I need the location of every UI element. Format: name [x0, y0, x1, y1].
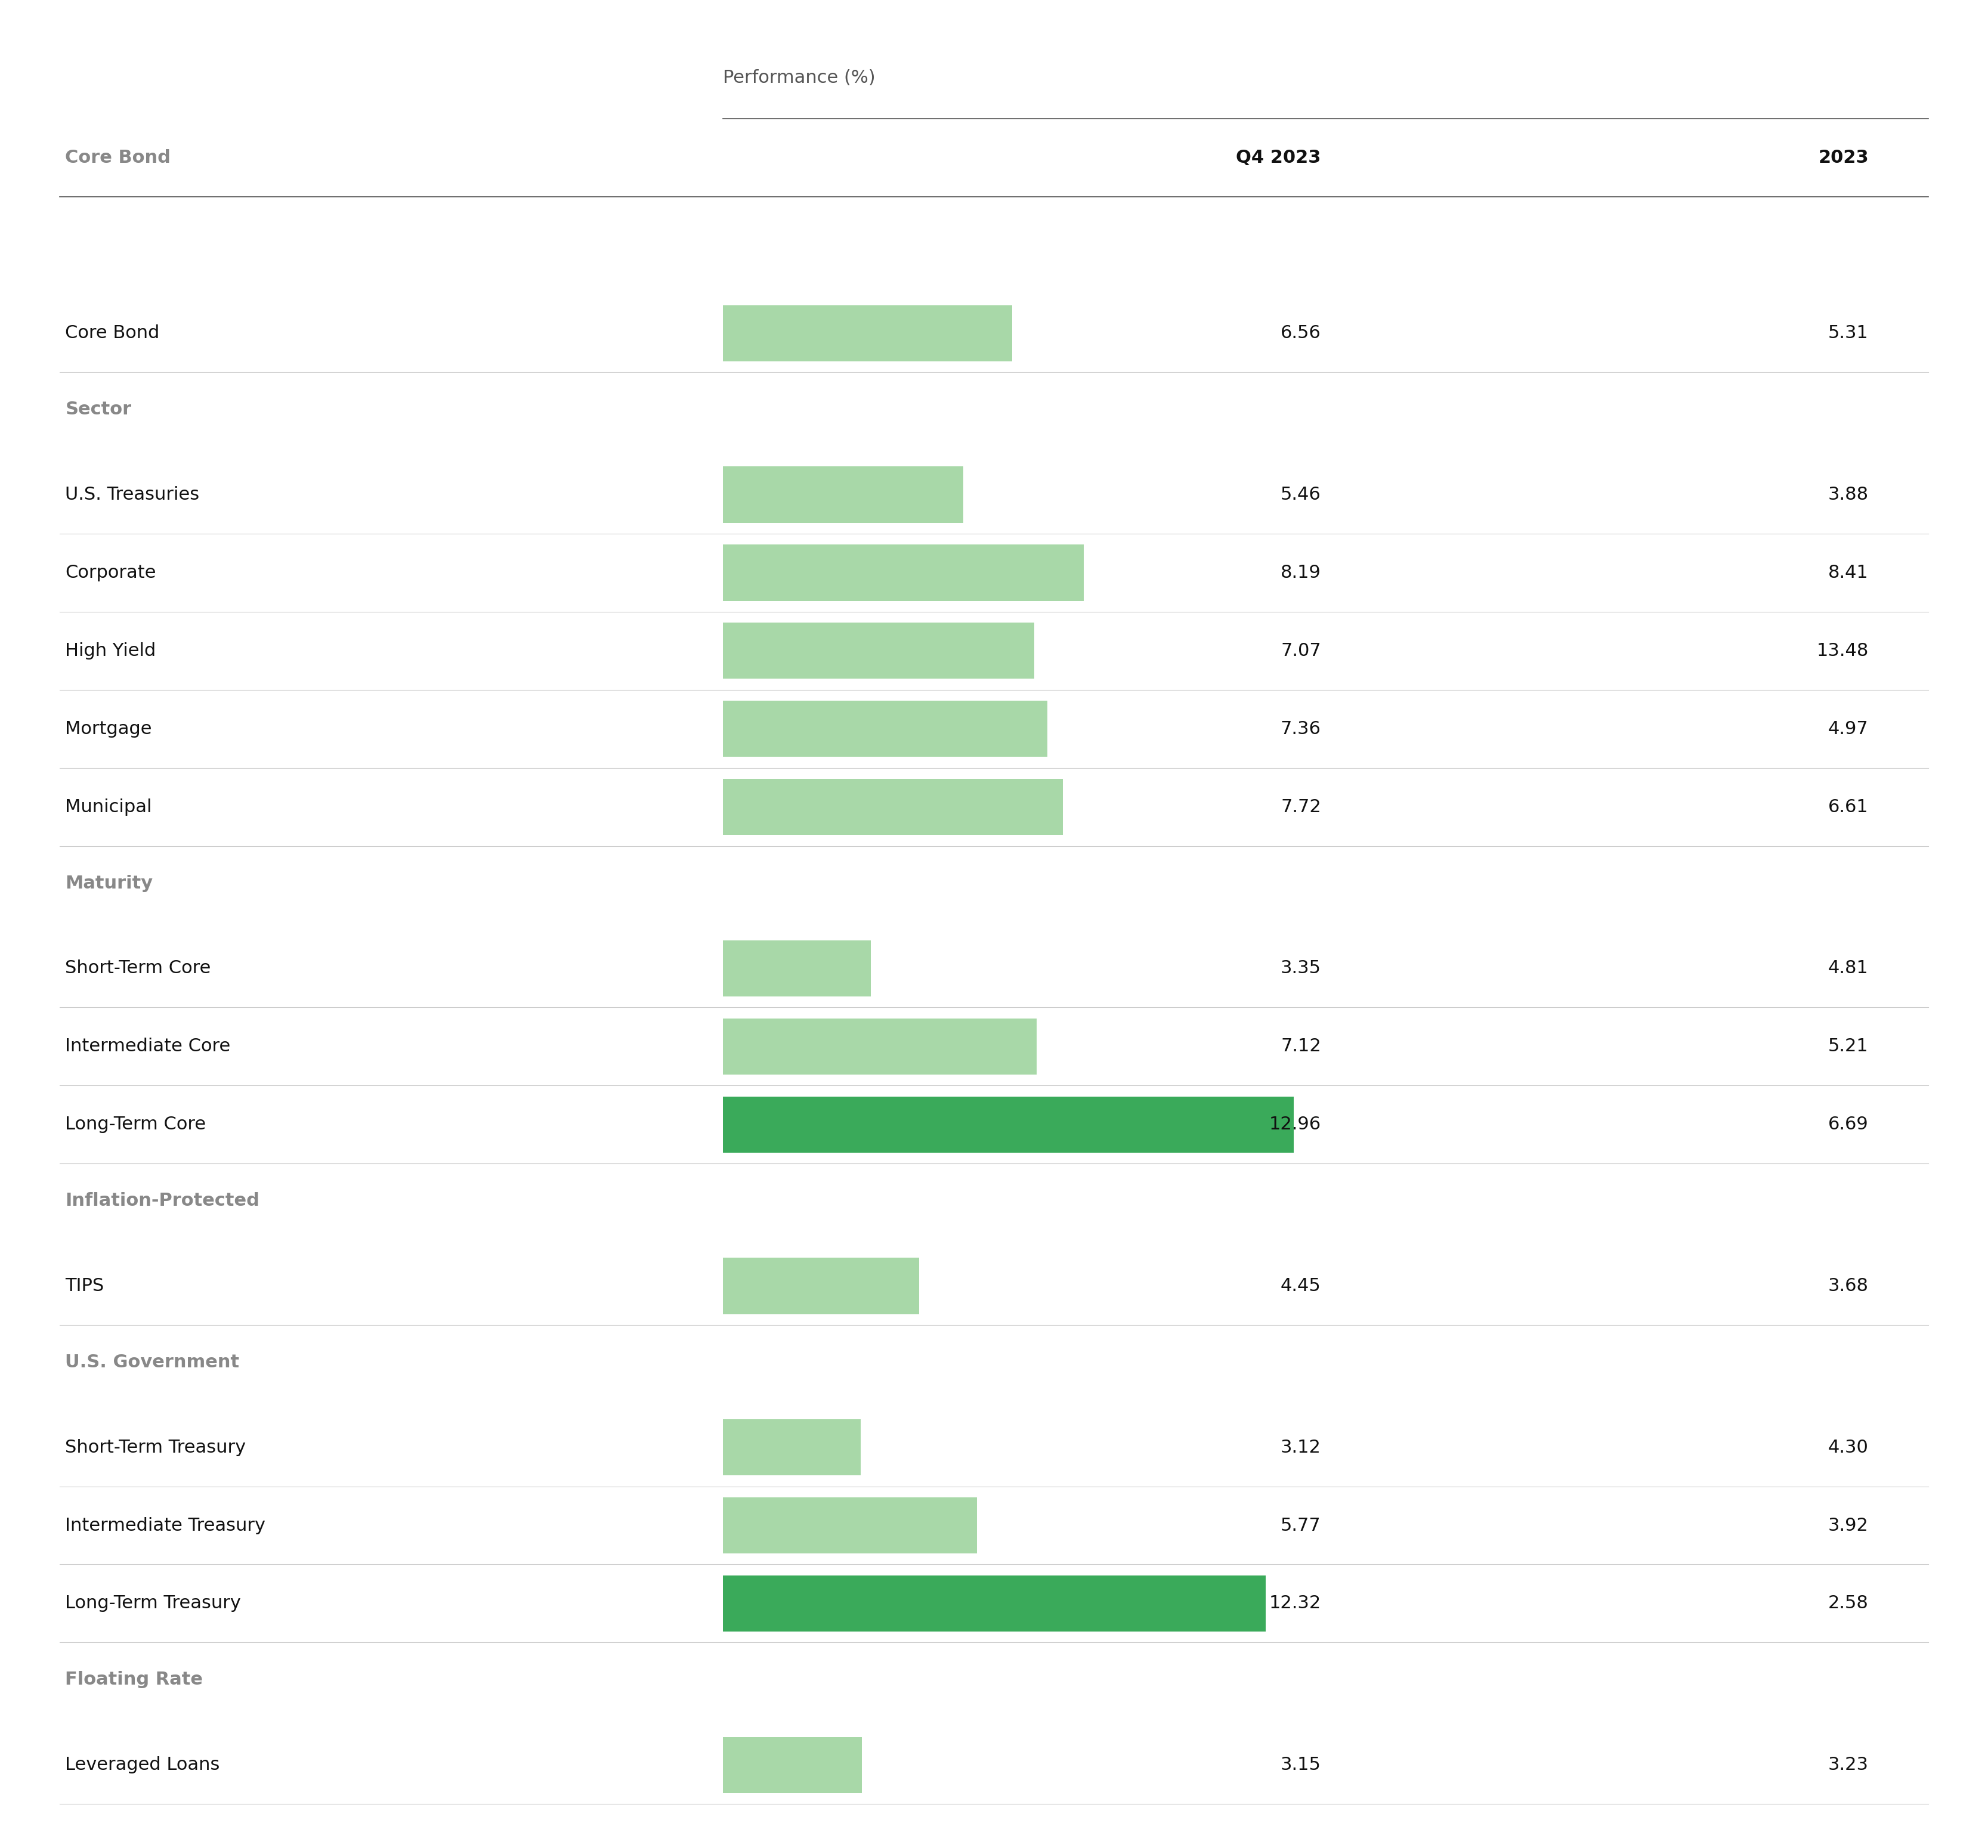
Bar	[724, 623, 1034, 678]
Text: 7.12: 7.12	[1280, 1039, 1320, 1055]
Text: 3.23: 3.23	[1829, 1756, 1869, 1774]
Text: 7.36: 7.36	[1280, 721, 1320, 737]
Text: 2.58: 2.58	[1829, 1595, 1869, 1611]
Text: 4.97: 4.97	[1829, 721, 1869, 737]
Text: 4.81: 4.81	[1829, 959, 1869, 978]
Text: Mortgage: Mortgage	[66, 721, 151, 737]
Text: U.S. Government: U.S. Government	[66, 1353, 239, 1371]
Text: 13.48: 13.48	[1817, 641, 1869, 660]
Text: 3.88: 3.88	[1827, 486, 1869, 503]
Text: 12.96: 12.96	[1268, 1116, 1320, 1133]
Bar	[724, 700, 1048, 758]
Bar	[724, 466, 964, 523]
Text: 12.32: 12.32	[1268, 1595, 1320, 1611]
Bar	[724, 1258, 918, 1314]
Text: Intermediate Treasury: Intermediate Treasury	[66, 1517, 266, 1534]
Text: Intermediate Core: Intermediate Core	[66, 1039, 231, 1055]
Text: Performance (%): Performance (%)	[724, 68, 875, 87]
Text: 6.69: 6.69	[1829, 1116, 1869, 1133]
Text: 3.68: 3.68	[1829, 1277, 1869, 1295]
Text: Long-Term Core: Long-Term Core	[66, 1116, 207, 1133]
Text: Short-Term Core: Short-Term Core	[66, 959, 211, 978]
Text: 3.35: 3.35	[1280, 959, 1320, 978]
Bar	[724, 1737, 861, 1793]
Text: 7.07: 7.07	[1280, 641, 1320, 660]
Text: 5.21: 5.21	[1829, 1039, 1869, 1055]
Text: Core Bond: Core Bond	[66, 325, 159, 342]
Text: 4.45: 4.45	[1280, 1277, 1320, 1295]
Bar	[724, 1419, 861, 1475]
Bar	[724, 778, 1064, 835]
Bar	[724, 941, 871, 996]
Text: Inflation-Protected: Inflation-Protected	[66, 1192, 260, 1209]
Text: 5.31: 5.31	[1829, 325, 1869, 342]
Text: U.S. Treasuries: U.S. Treasuries	[66, 486, 199, 503]
Text: Floating Rate: Floating Rate	[66, 1671, 203, 1689]
Text: Q4 2023: Q4 2023	[1237, 150, 1320, 166]
Text: Maturity: Maturity	[66, 874, 153, 893]
Text: Municipal: Municipal	[66, 798, 151, 815]
Text: 2023: 2023	[1819, 150, 1869, 166]
Text: Corporate: Corporate	[66, 564, 157, 582]
Text: Sector: Sector	[66, 401, 131, 418]
Bar	[724, 1574, 1266, 1632]
Text: 3.12: 3.12	[1280, 1440, 1320, 1456]
Text: 3.92: 3.92	[1829, 1517, 1869, 1534]
Text: Core Bond: Core Bond	[66, 150, 171, 166]
Text: 6.61: 6.61	[1829, 798, 1869, 815]
Text: 4.30: 4.30	[1829, 1440, 1869, 1456]
Bar	[724, 1018, 1036, 1074]
Bar	[724, 1497, 978, 1554]
Text: TIPS: TIPS	[66, 1277, 103, 1295]
Text: 7.72: 7.72	[1280, 798, 1320, 815]
Bar	[724, 545, 1083, 601]
Text: 3.15: 3.15	[1280, 1756, 1320, 1774]
Text: 5.77: 5.77	[1280, 1517, 1320, 1534]
Bar	[724, 305, 1012, 362]
Text: High Yield: High Yield	[66, 641, 155, 660]
Text: 8.41: 8.41	[1829, 564, 1869, 582]
Text: Leveraged Loans: Leveraged Loans	[66, 1756, 221, 1774]
Text: 5.46: 5.46	[1280, 486, 1320, 503]
Text: 6.56: 6.56	[1280, 325, 1320, 342]
Text: Short-Term Treasury: Short-Term Treasury	[66, 1440, 247, 1456]
Bar	[724, 1096, 1294, 1153]
Text: 8.19: 8.19	[1280, 564, 1320, 582]
Text: Long-Term Treasury: Long-Term Treasury	[66, 1595, 241, 1611]
